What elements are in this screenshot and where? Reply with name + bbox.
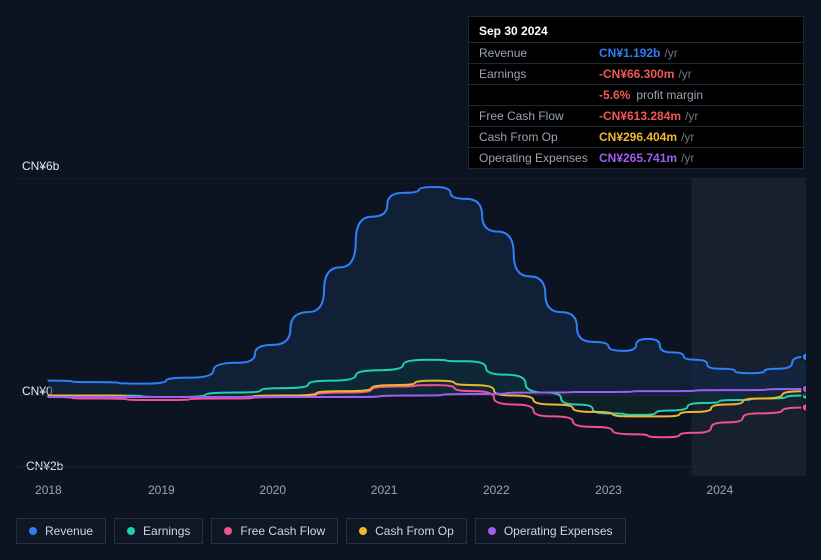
tooltip-row-label: Cash From Op	[479, 130, 599, 144]
legend-item[interactable]: Free Cash Flow	[211, 518, 338, 544]
tooltip-date: Sep 30 2024	[469, 18, 803, 42]
series-end-marker	[802, 403, 806, 411]
legend-item[interactable]: Revenue	[16, 518, 106, 544]
chart-area[interactable]	[16, 178, 806, 476]
tooltip-row-unit: /yr	[685, 109, 698, 123]
legend-swatch-icon	[224, 527, 232, 535]
legend-item-label: Revenue	[45, 524, 93, 538]
tooltip-row-value: -CN¥613.284m	[599, 109, 681, 123]
tooltip-row-label: Free Cash Flow	[479, 109, 599, 123]
legend-swatch-icon	[488, 527, 496, 535]
tooltip-row-value: CN¥1.192b	[599, 46, 660, 60]
tooltip-row: Cash From OpCN¥296.404m/yr	[469, 126, 803, 147]
legend-item[interactable]: Cash From Op	[346, 518, 467, 544]
x-axis-label: 2022	[483, 483, 510, 497]
tooltip-row: Operating ExpensesCN¥265.741m/yr	[469, 147, 803, 168]
tooltip-row-extra: profit margin	[636, 88, 703, 102]
legend-item-label: Operating Expenses	[504, 524, 613, 538]
x-axis-label: 2023	[595, 483, 622, 497]
tooltip-row: -5.6% profit margin	[469, 84, 803, 105]
x-axis-label: 2021	[371, 483, 398, 497]
x-axis-label: 2018	[35, 483, 62, 497]
tooltip-row: Free Cash Flow-CN¥613.284m/yr	[469, 105, 803, 126]
tooltip-row: RevenueCN¥1.192b/yr	[469, 42, 803, 63]
tooltip-row-label: Earnings	[479, 67, 599, 81]
legend-swatch-icon	[127, 527, 135, 535]
x-axis-label: 2024	[707, 483, 734, 497]
tooltip-row-unit: /yr	[664, 46, 677, 60]
x-axis-label: 2020	[259, 483, 286, 497]
legend-item-label: Earnings	[143, 524, 190, 538]
tooltip-row-value: -CN¥66.300m	[599, 67, 674, 81]
tooltip-row-unit: /yr	[681, 130, 694, 144]
tooltip-row: Earnings-CN¥66.300m/yr	[469, 63, 803, 84]
tooltip-row-value: CN¥296.404m	[599, 130, 677, 144]
legend-item[interactable]: Earnings	[114, 518, 203, 544]
tooltip-row-unit: /yr	[681, 151, 694, 165]
legend: Revenue Earnings Free Cash Flow Cash From O…	[16, 518, 626, 544]
tooltip-row-value: -5.6%	[599, 88, 630, 102]
y-axis-label: CN¥6b	[22, 159, 59, 173]
tooltip-row-label: Revenue	[479, 46, 599, 60]
x-axis: 2018 2019 2020 2021 2022 2023 2024	[16, 483, 806, 499]
legend-item-label: Cash From Op	[375, 524, 454, 538]
legend-swatch-icon	[359, 527, 367, 535]
tooltip-row-label: Operating Expenses	[479, 151, 599, 165]
series-end-marker	[802, 353, 806, 361]
x-axis-label: 2019	[148, 483, 175, 497]
legend-item-label: Free Cash Flow	[240, 524, 325, 538]
tooltip-row-unit: /yr	[678, 67, 691, 81]
tooltip-row-value: CN¥265.741m	[599, 151, 677, 165]
legend-item[interactable]: Operating Expenses	[475, 518, 626, 544]
data-tooltip: Sep 30 2024RevenueCN¥1.192b/yrEarnings-C…	[468, 16, 804, 169]
legend-swatch-icon	[29, 527, 37, 535]
series-end-marker	[802, 385, 806, 393]
